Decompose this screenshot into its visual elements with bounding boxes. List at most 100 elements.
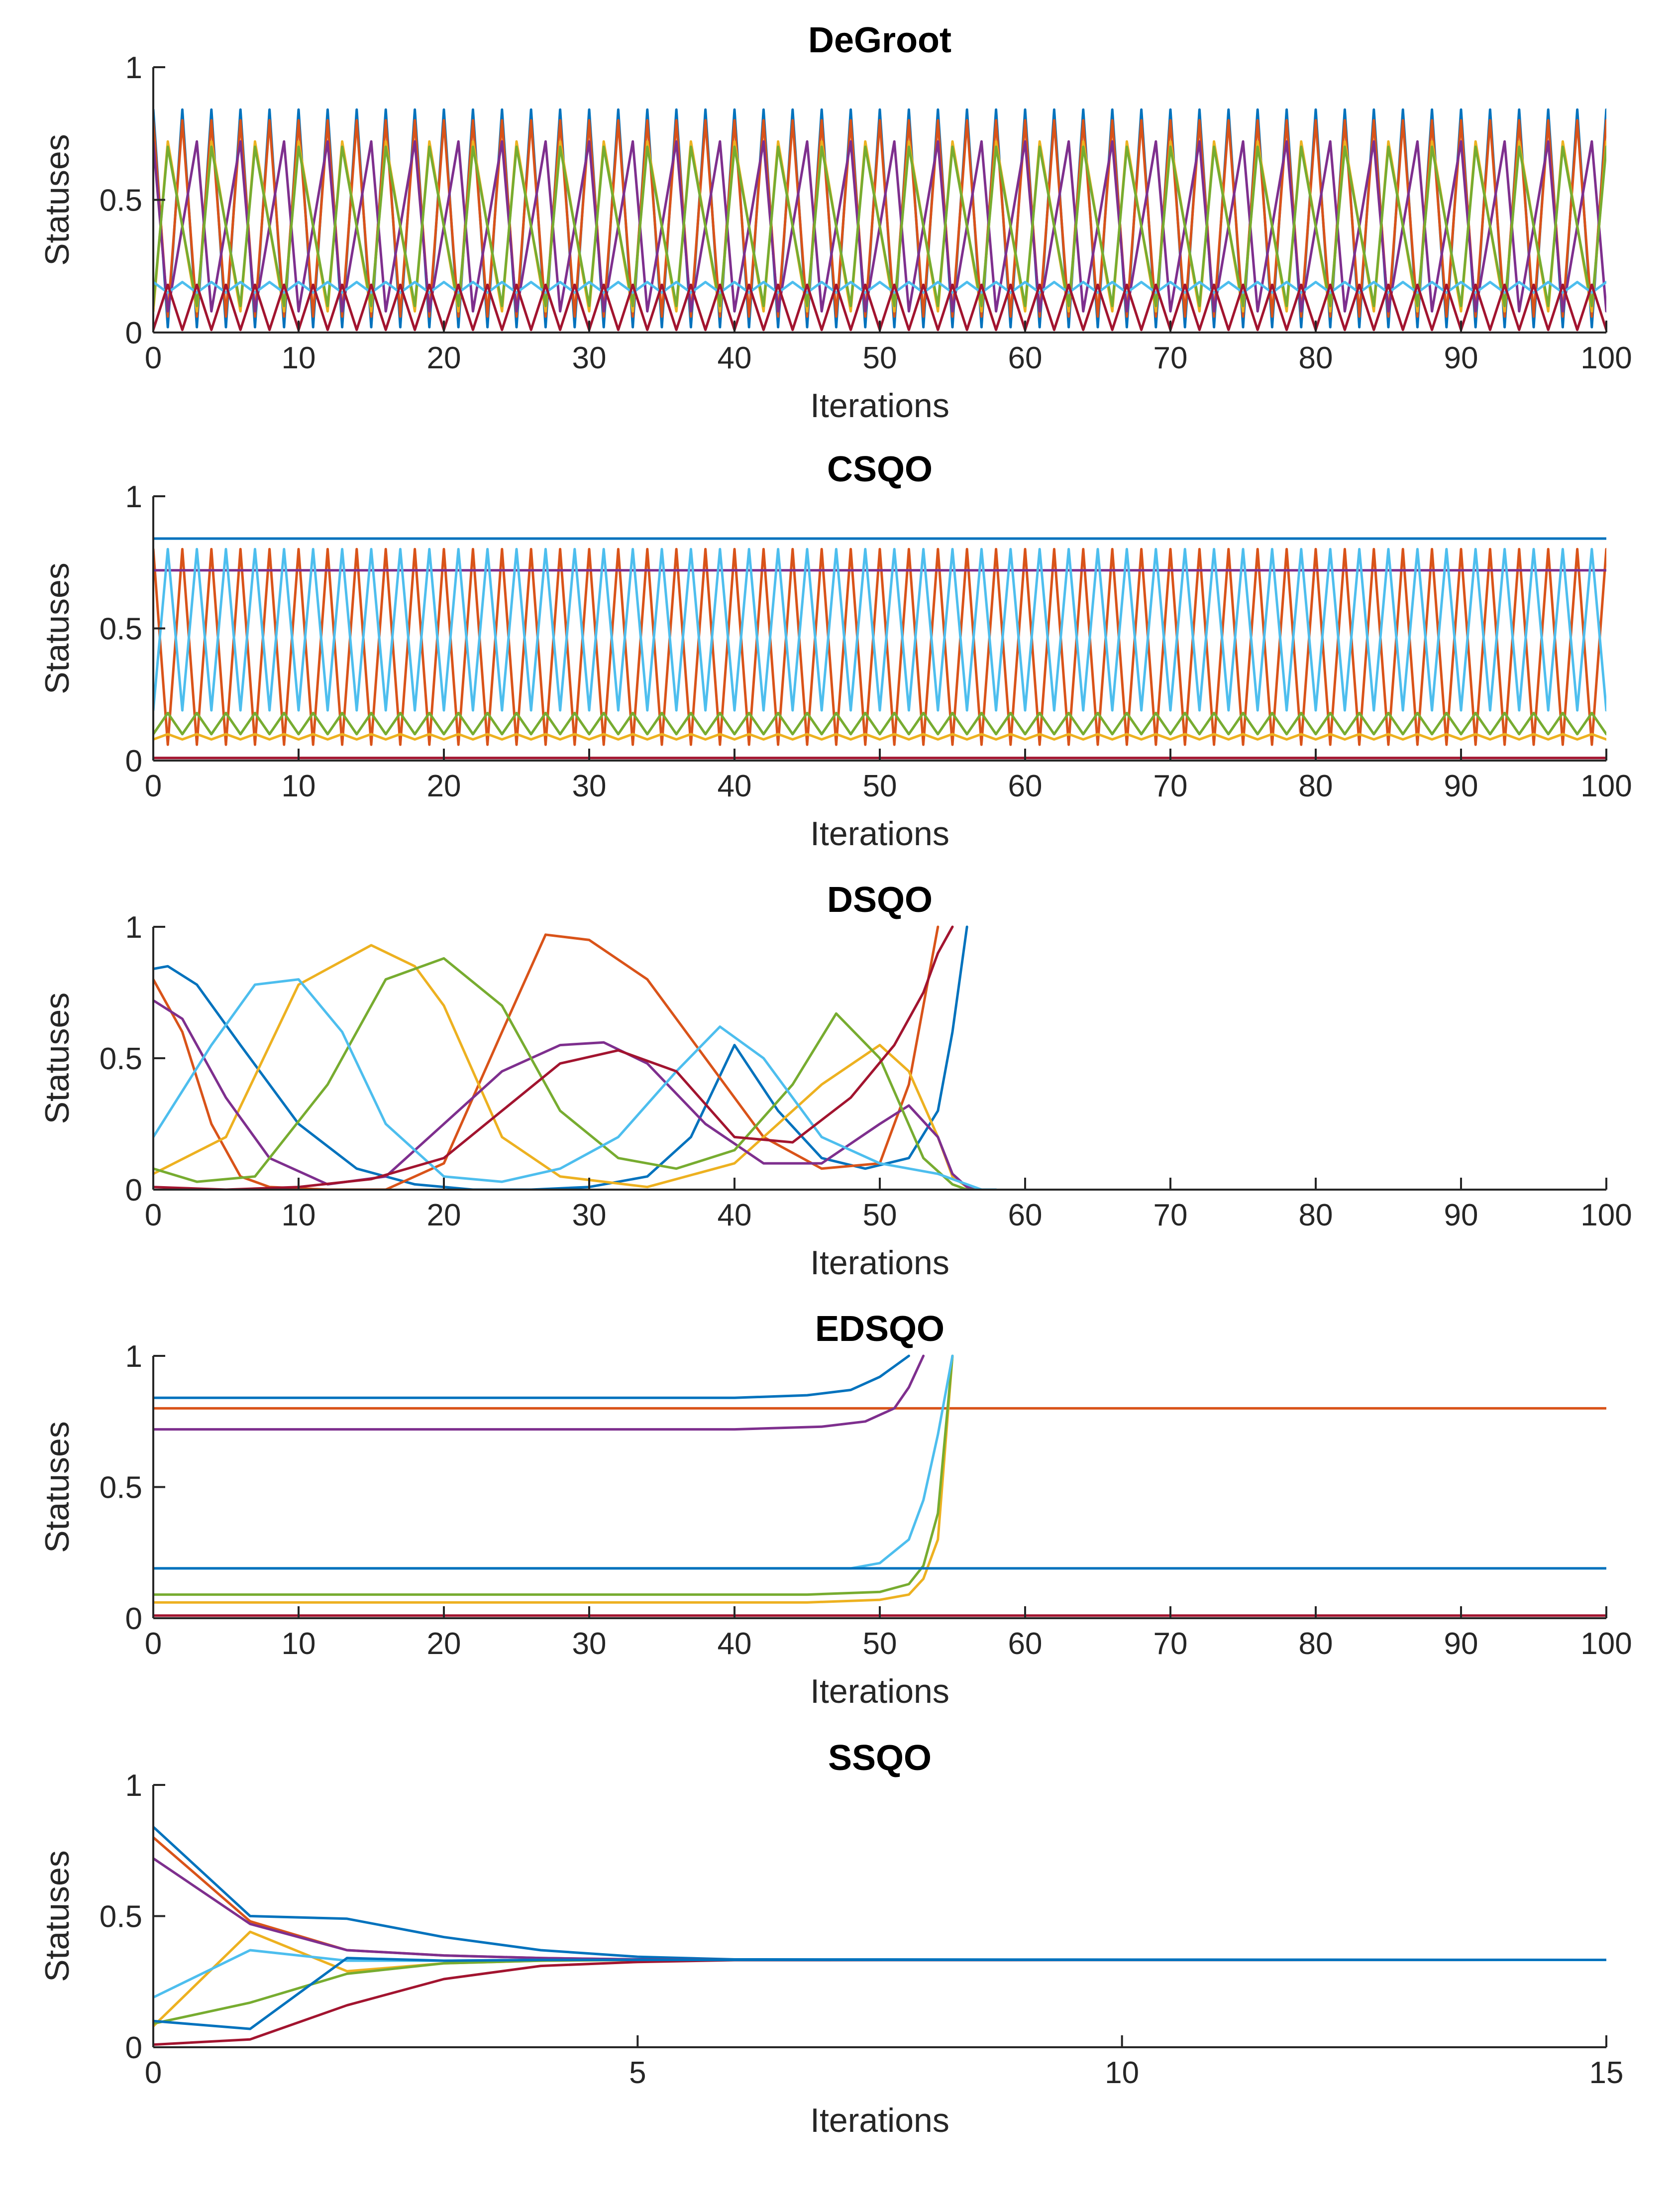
x-tick-label: 50 — [863, 1627, 897, 1661]
y-tick-label: 0.5 — [100, 1042, 142, 1076]
x-tick-label: 10 — [282, 341, 316, 375]
x-tick-label: 20 — [427, 769, 461, 803]
chart-panel-csqo: CSQO 0 10 20 30 40 50 60 70 80 90 100 0 0.5 1 Iteration… — [38, 449, 1632, 853]
series-line-1 — [153, 925, 968, 1190]
chart-panel-edsqo: EDSQO 0 10 20 30 40 50 60 70 80 90 100 0 0.5 1 Iteratio… — [38, 1309, 1632, 1710]
series-line-3 — [153, 1354, 954, 1604]
x-tick-label: 40 — [718, 1198, 752, 1232]
y-axis-label: Statuses — [38, 1421, 76, 1553]
x-tick-label: 20 — [427, 1627, 461, 1661]
series-line-2 — [153, 548, 1606, 746]
chart-panel-dsqo: DSQO 0 10 20 30 40 50 60 70 80 90 100 0 0.5 1 Iteration… — [38, 880, 1632, 1282]
x-tick-label: 10 — [282, 769, 316, 803]
x-axis-label: Iterations — [810, 387, 949, 425]
x-tick-label: 60 — [1008, 1627, 1043, 1661]
series-line-3 — [153, 1930, 1606, 2028]
x-tick-label: 90 — [1444, 769, 1478, 803]
chart-title: CSQO — [827, 449, 933, 489]
x-tick-label: 20 — [427, 1198, 461, 1232]
x-tick-label: 70 — [1153, 341, 1188, 375]
series-line-6 — [153, 978, 998, 1190]
x-tick-label: 100 — [1580, 1198, 1632, 1232]
series-line-5 — [153, 1354, 954, 1596]
y-tick-label: 0 — [125, 2031, 142, 2065]
x-tick-label: 30 — [572, 769, 607, 803]
series-line-2 — [153, 1836, 1606, 1961]
chart-panel-degroot: DeGroot 0 10 20 30 40 50 60 70 80 90 100 0 0.5 1 Iterat… — [38, 20, 1632, 425]
x-tick-label: 20 — [427, 341, 461, 375]
x-tick-label: 40 — [718, 769, 752, 803]
series-line-1 — [153, 1825, 1606, 1961]
y-tick-label: 0.5 — [100, 1471, 142, 1505]
series-line-6 — [153, 1354, 954, 1570]
series-line-5 — [153, 957, 983, 1190]
y-tick-label: 0 — [125, 1602, 142, 1636]
x-tick-label: 70 — [1153, 769, 1188, 803]
x-tick-label: 0 — [145, 2056, 162, 2090]
x-tick-label: 10 — [282, 1627, 316, 1661]
x-tick-label: 80 — [1299, 1198, 1333, 1232]
y-tick-label: 0.5 — [100, 184, 142, 218]
x-axis-label: Iterations — [810, 1244, 949, 1282]
x-tick-label: 0 — [145, 1627, 162, 1661]
y-tick-label: 0 — [125, 316, 142, 350]
y-axis-label: Statuses — [38, 993, 76, 1124]
series-line-5 — [153, 145, 1606, 308]
y-tick-label: 0 — [125, 1173, 142, 1208]
x-axis-label: Iterations — [810, 815, 949, 853]
x-tick-label: 90 — [1444, 341, 1478, 375]
series-group — [153, 1354, 1606, 1617]
x-tick-label: 100 — [1580, 341, 1632, 375]
x-tick-label: 60 — [1008, 769, 1043, 803]
y-axis-label: Statuses — [38, 1850, 76, 1982]
x-tick-label: 30 — [572, 341, 607, 375]
x-tick-label: 80 — [1299, 769, 1333, 803]
y-axis-label: Statuses — [38, 562, 76, 694]
x-tick-label: 70 — [1153, 1627, 1188, 1661]
series-line-2 — [153, 925, 940, 1190]
x-tick-label: 0 — [145, 1198, 162, 1232]
y-tick-label: 0.5 — [100, 1900, 142, 1934]
x-tick-label: 50 — [863, 1198, 897, 1232]
chart-panel-ssqo: SSQO 0 5 10 15 0 0.5 1 Iterations Statuses — [38, 1738, 1623, 2139]
series-line-4 — [153, 1354, 925, 1431]
series-line-7 — [153, 1959, 1606, 2046]
y-tick-label: 1 — [125, 1339, 142, 1374]
series-group — [153, 108, 1606, 332]
series-line-6 — [153, 281, 1606, 294]
y-tick-label: 1 — [125, 1769, 142, 1803]
y-tick-label: 1 — [125, 910, 142, 945]
series-line-1 — [153, 1354, 910, 1399]
series-line-4 — [153, 1857, 1606, 1961]
x-tick-label: 90 — [1444, 1627, 1478, 1661]
x-tick-label: 5 — [629, 2056, 646, 2090]
x-tick-label: 0 — [145, 769, 162, 803]
y-tick-label: 0 — [125, 744, 142, 778]
x-tick-label: 100 — [1580, 1627, 1632, 1661]
chart-title: DSQO — [827, 880, 933, 920]
series-group — [153, 1825, 1606, 2046]
x-tick-label: 50 — [863, 769, 897, 803]
x-tick-label: 0 — [145, 341, 162, 375]
x-axis-label: Iterations — [810, 2101, 949, 2139]
x-tick-label: 100 — [1580, 769, 1632, 803]
series-group — [153, 925, 998, 1190]
chart-title: SSQO — [828, 1738, 932, 1778]
x-tick-label: 90 — [1444, 1198, 1478, 1232]
series-line-8 — [153, 1957, 1606, 2030]
x-tick-label: 60 — [1008, 1198, 1043, 1232]
y-axis-label: Statuses — [38, 134, 76, 266]
x-tick-label: 30 — [572, 1198, 607, 1232]
series-group — [153, 537, 1606, 760]
x-tick-label: 80 — [1299, 1627, 1333, 1661]
x-axis-label: Iterations — [810, 1672, 949, 1710]
series-line-6 — [153, 1949, 1606, 1999]
x-tick-label: 60 — [1008, 341, 1043, 375]
y-tick-label: 1 — [125, 480, 142, 514]
x-tick-label: 10 — [1105, 2056, 1139, 2090]
x-tick-label: 80 — [1299, 341, 1333, 375]
chart-title: DeGroot — [808, 20, 951, 60]
y-tick-label: 1 — [125, 51, 142, 85]
series-line-6 — [153, 548, 1606, 712]
chart-title: EDSQO — [815, 1309, 944, 1349]
